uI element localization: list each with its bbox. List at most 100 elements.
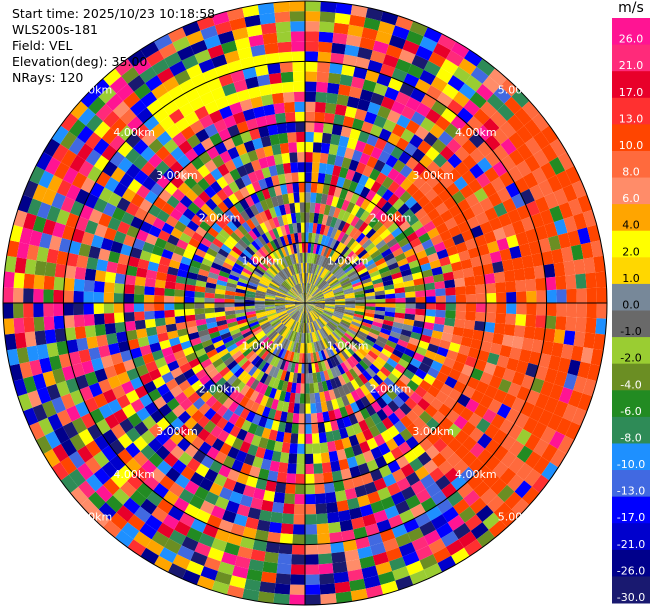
velocity-gate	[268, 284, 279, 291]
velocity-gate	[362, 341, 373, 351]
velocity-gate	[372, 551, 389, 566]
velocity-gate	[14, 257, 27, 274]
colorbar-swatch	[612, 416, 650, 444]
velocity-gate	[334, 490, 347, 502]
velocity-gate	[305, 61, 318, 72]
velocity-gate	[195, 318, 207, 326]
velocity-gate	[305, 544, 319, 555]
velocity-gate	[372, 278, 383, 285]
velocity-gate	[545, 315, 557, 330]
velocity-gate	[289, 341, 295, 352]
velocity-gate	[525, 278, 537, 292]
velocity-gate	[405, 119, 421, 135]
velocity-gate	[336, 448, 347, 461]
velocity-gate	[240, 462, 253, 476]
velocity-gate	[540, 162, 557, 180]
velocity-gate	[254, 297, 265, 301]
velocity-gate	[280, 71, 294, 83]
velocity-gate	[447, 168, 462, 183]
velocity-gate	[447, 75, 465, 92]
velocity-gate	[292, 71, 305, 82]
velocity-gate	[430, 397, 444, 411]
velocity-gate	[277, 173, 287, 185]
velocity-gate	[41, 188, 57, 206]
velocity-gate	[454, 429, 470, 445]
velocity-gate	[144, 310, 155, 320]
velocity-gate	[68, 451, 86, 469]
velocity-gate	[470, 202, 485, 217]
velocity-gate	[65, 184, 81, 201]
velocity-gate	[110, 240, 124, 254]
velocity-gate	[318, 432, 327, 444]
velocity-gate	[342, 539, 358, 552]
velocity-gate	[502, 368, 516, 383]
velocity-gate	[124, 320, 136, 332]
velocity-gate	[305, 297, 314, 303]
velocity-gate	[300, 283, 304, 294]
velocity-gate	[249, 128, 261, 141]
velocity-gate	[185, 277, 197, 286]
velocity-gate	[418, 232, 431, 244]
velocity-gate	[2, 287, 14, 303]
velocity-gate	[204, 100, 219, 115]
velocity-gate	[212, 357, 224, 369]
velocity-gate	[399, 402, 412, 416]
velocity-gate	[204, 159, 218, 173]
velocity-gate	[461, 229, 475, 242]
velocity-gate	[123, 91, 141, 109]
velocity-gate	[151, 506, 168, 523]
velocity-gate	[262, 258, 272, 268]
velocity-gate	[310, 286, 317, 295]
velocity-gate	[308, 322, 312, 333]
velocity-gate	[200, 203, 213, 216]
velocity-gate	[524, 468, 542, 487]
velocity-gate	[391, 491, 406, 506]
velocity-gate	[305, 141, 314, 153]
velocity-gate	[318, 563, 334, 575]
velocity-gate	[370, 92, 385, 106]
velocity-gate	[533, 327, 546, 341]
velocity-gate	[279, 314, 289, 321]
velocity-gate	[326, 92, 339, 105]
velocity-gate	[298, 423, 305, 434]
velocity-gate	[120, 349, 133, 363]
velocity-gate	[153, 303, 165, 311]
velocity-gate	[305, 11, 321, 22]
velocity-gate	[333, 114, 345, 126]
velocity-gate	[254, 381, 264, 393]
velocity-gate	[474, 320, 486, 332]
velocity-gate	[353, 261, 365, 271]
velocity-gate	[424, 188, 438, 202]
velocity-gate	[222, 82, 237, 97]
velocity-gate	[484, 134, 501, 151]
velocity-gate	[123, 293, 135, 303]
velocity-gate	[272, 345, 280, 356]
velocity-gate	[576, 288, 587, 303]
velocity-gate	[402, 274, 414, 283]
velocity-gate	[209, 266, 221, 275]
velocity-gate	[573, 376, 587, 394]
velocity-gate	[362, 513, 377, 527]
velocity-gate	[513, 325, 526, 338]
velocity-gate	[305, 232, 309, 243]
velocity-gate	[265, 480, 277, 492]
elevation: Elevation(deg): 35.00	[12, 54, 148, 69]
velocity-gate	[285, 306, 296, 311]
velocity-gate	[157, 91, 174, 108]
velocity-gate	[305, 262, 308, 273]
velocity-gate	[229, 491, 243, 505]
velocity-gate	[309, 284, 315, 294]
velocity-gate	[64, 265, 77, 279]
velocity-gate	[484, 166, 500, 183]
velocity-gate	[435, 303, 446, 311]
velocity-gate	[311, 433, 320, 444]
velocity-gate	[406, 253, 418, 264]
velocity-gate	[508, 440, 525, 457]
velocity-gate	[134, 506, 152, 523]
velocity-gate	[541, 340, 554, 356]
velocity-gate	[125, 427, 141, 443]
velocity-gate	[467, 247, 480, 259]
velocity-gate	[254, 330, 265, 339]
velocity-gate	[286, 381, 293, 393]
velocity-gate	[301, 242, 305, 253]
